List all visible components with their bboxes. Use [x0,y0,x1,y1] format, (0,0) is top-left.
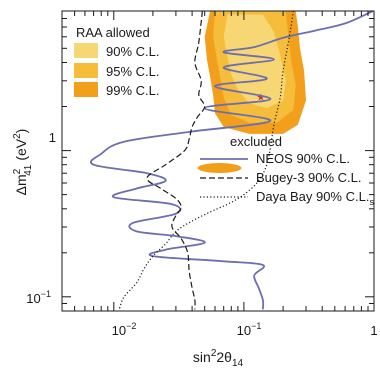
raa-legend-swatch-90 [74,43,98,58]
raa-region-99-island [197,163,242,173]
raa-legend-label-90: 90% C.L. [106,44,159,59]
raa-legend-label-95: 95% C.L. [106,64,159,79]
raa-region-90 [223,14,286,109]
y-axis-label: Δm241(eV2) [12,129,34,196]
excluded-legend: excluded NEOS 90% C.L. Bugey-3 90% C.L. … [200,134,374,207]
x-tick-label-1: 10−1 [237,321,262,338]
y-tick-label-1: 10−1 [26,289,51,306]
plot-frame [61,10,375,312]
x-axis-label: sin22θ14 [193,348,244,369]
exclusion-curves [89,11,374,310]
legend-label-dayabay: Daya Bay 90% C.L.s [256,189,374,207]
raa-legend-label-99: 99% C.L. [106,83,159,98]
legend-label-bugey: Bugey-3 90% C.L. [256,170,362,185]
x-tick-label-2: 1 [370,323,377,338]
y-tick-label-0: 1 [49,130,56,145]
best-fit-star: ★ [256,92,265,103]
x-tick-label-0: 10−2 [112,321,137,338]
raa-legend-title: RAA allowed [76,25,150,40]
raa-legend: RAA allowed 90% C.L. 95% C.L. 99% C.L. [74,25,159,98]
legend-label-neos: NEOS 90% C.L. [256,151,350,166]
curve-neos [89,11,374,310]
excluded-legend-title: excluded [230,134,282,149]
raa-allowed-regions [197,11,306,173]
curve-bugey3 [146,11,206,310]
axis-ticks [61,10,375,312]
raa-legend-swatch-99 [74,82,98,97]
raa-legend-swatch-95 [74,63,98,78]
